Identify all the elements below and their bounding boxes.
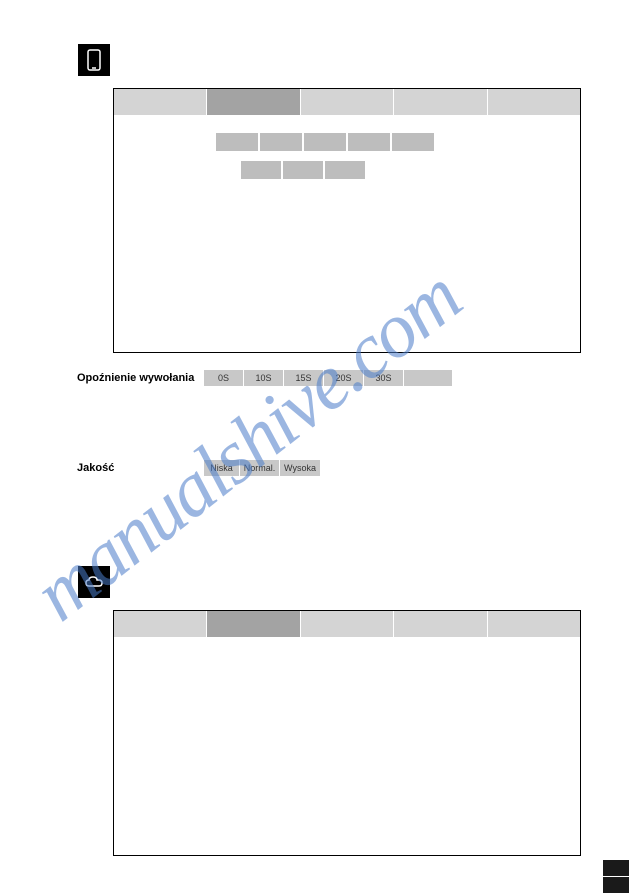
quality-option[interactable]: Niska — [204, 460, 240, 476]
panel1-row1 — [216, 133, 434, 151]
panel1-row2-box — [325, 161, 365, 179]
panel1-tabs — [114, 89, 580, 115]
call-delay-option[interactable]: 0S — [204, 370, 244, 386]
panel1-tab-3[interactable] — [301, 89, 394, 115]
quality-option[interactable]: Normal. — [240, 460, 280, 476]
panel1-row2 — [241, 161, 365, 179]
panel-cloud-settings — [113, 610, 581, 856]
panel1-tab-1[interactable] — [114, 89, 207, 115]
call-delay-option[interactable]: 15S — [284, 370, 324, 386]
call-delay-label: Opoźnienie wywołania — [77, 372, 194, 384]
panel1-tab-5[interactable] — [488, 89, 580, 115]
panel1-row1-box — [304, 133, 346, 151]
call-delay-option[interactable]: 20S — [324, 370, 364, 386]
panel2-tab-3[interactable] — [301, 611, 394, 637]
cloud-icon-box — [78, 566, 110, 598]
panel1-row2-box — [283, 161, 323, 179]
quality-options: Niska Normal. Wysoka — [204, 460, 320, 476]
corner-block — [603, 877, 629, 893]
panel1-row1-box — [260, 133, 302, 151]
panel2-tab-5[interactable] — [488, 611, 580, 637]
phone-icon — [86, 49, 102, 71]
panel-phone-settings — [113, 88, 581, 353]
panel2-tab-2[interactable] — [207, 611, 300, 637]
call-delay-options: 0S 10S 15S 20S 30S — [204, 370, 452, 386]
panel2-tabs — [114, 611, 580, 637]
phone-icon-box — [78, 44, 110, 76]
panel2-tab-1[interactable] — [114, 611, 207, 637]
panel2-tab-4[interactable] — [394, 611, 487, 637]
panel1-row1-box — [392, 133, 434, 151]
call-delay-option[interactable]: 30S — [364, 370, 404, 386]
panel1-row2-box — [241, 161, 281, 179]
call-delay-option-blank[interactable] — [404, 370, 452, 386]
panel1-tab-4[interactable] — [394, 89, 487, 115]
quality-label: Jakość — [77, 462, 114, 474]
cloud-icon — [84, 575, 104, 589]
call-delay-option[interactable]: 10S — [244, 370, 284, 386]
corner-block — [603, 860, 629, 876]
quality-option[interactable]: Wysoka — [280, 460, 320, 476]
panel1-row1-box — [348, 133, 390, 151]
panel1-row1-box — [216, 133, 258, 151]
panel1-tab-2[interactable] — [207, 89, 300, 115]
page-corner-marks — [603, 859, 629, 893]
